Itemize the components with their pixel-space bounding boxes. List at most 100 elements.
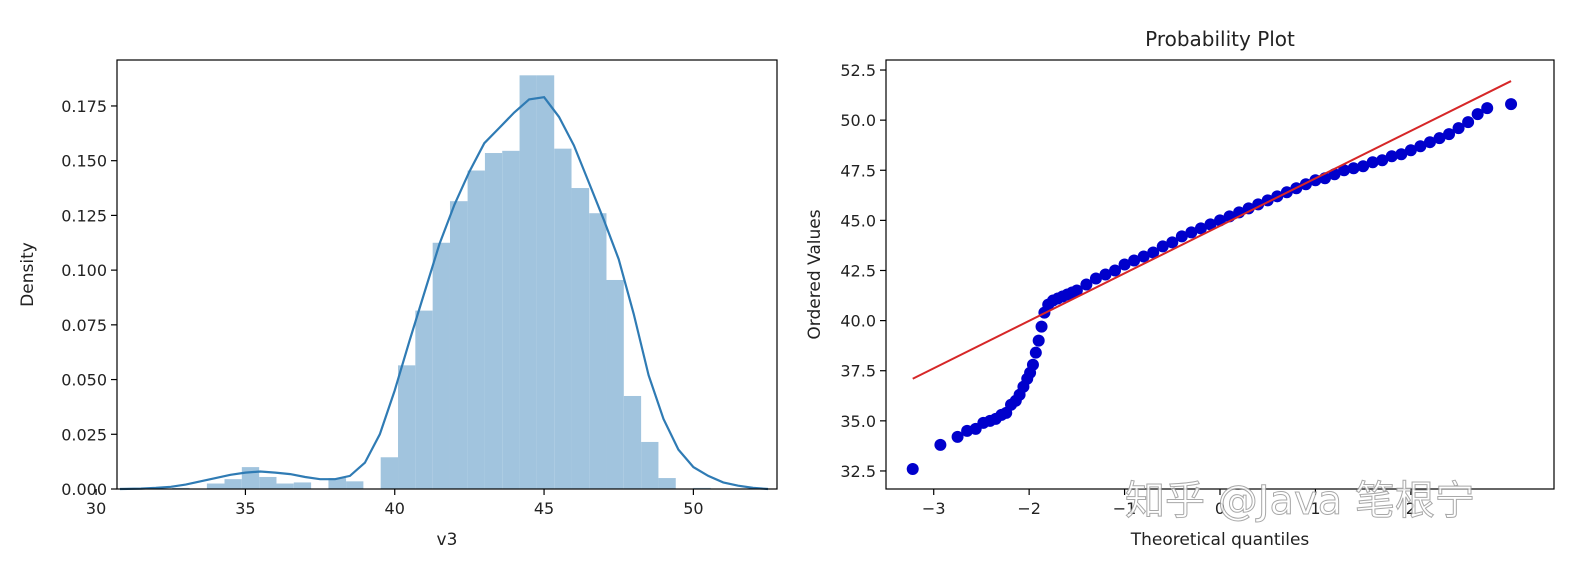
- quantile-point: [1147, 246, 1160, 259]
- y-tick-label: 42.5: [840, 261, 876, 280]
- y-tick-label: 0.025: [61, 425, 107, 444]
- histogram-bar: [484, 153, 503, 490]
- histogram-bar: [346, 481, 364, 489]
- quantile-point: [951, 430, 964, 443]
- y-tick-label: 0.125: [61, 206, 107, 225]
- fit-line: [912, 80, 1512, 380]
- histogram-bar: [293, 482, 312, 489]
- chart-title: Probability Plot: [1145, 27, 1295, 51]
- histogram-bar: [206, 483, 225, 489]
- histogram-bar: [554, 148, 572, 490]
- quantile-point: [1035, 320, 1048, 333]
- y-axis-ticks: 0.000 0.025 0.050 0.075 0.100 0.125 0.150 0.175: [61, 97, 117, 499]
- y-tick-label: 37.5: [840, 362, 876, 381]
- quantile-point: [1347, 162, 1360, 175]
- histogram-bar: [623, 395, 642, 489]
- x-tick-label: 35: [235, 499, 255, 518]
- histogram-bar: [467, 170, 485, 490]
- quantile-point: [1376, 154, 1389, 167]
- y-tick-label: 0.075: [61, 316, 107, 335]
- histogram-bar: [606, 279, 624, 489]
- y-axis-label: Ordered Values: [805, 209, 825, 339]
- histogram-bar: [224, 479, 242, 489]
- quantile-point: [1366, 156, 1379, 169]
- histogram-bar: [571, 188, 590, 489]
- quantile-point: [1029, 346, 1042, 359]
- quantile-point: [1385, 150, 1398, 163]
- y-tick-label: 50.0: [840, 111, 876, 130]
- y-axis-ticks: 32.5 35.0 37.5 40.0 42.5 45.0 47.5 50.0 52.5: [840, 61, 886, 481]
- quantile-point: [1175, 230, 1188, 243]
- histogram-bar: [380, 457, 399, 489]
- histogram-bar: [432, 242, 450, 489]
- quantile-point: [1395, 148, 1408, 161]
- histogram-bar: [259, 476, 277, 489]
- histogram-bar: [502, 150, 520, 490]
- quantile-point: [1338, 164, 1351, 177]
- y-tick-label: 0.175: [61, 97, 107, 116]
- quantile-point: [1357, 160, 1370, 173]
- histogram-bar: [328, 478, 347, 489]
- y-tick-label: 40.0: [840, 312, 876, 331]
- histogram-bar: [415, 310, 433, 489]
- quantile-point: [1414, 140, 1427, 153]
- quantile-point: [1481, 102, 1494, 115]
- quantile-point: [1032, 334, 1045, 347]
- quantile-point: [1505, 98, 1518, 111]
- quantile-point: [1404, 144, 1417, 157]
- x-tick-label: 50: [683, 499, 703, 518]
- histogram-bar: [398, 365, 416, 489]
- density-plot-frame: [116, 59, 778, 490]
- x-axis-label: v3: [437, 530, 458, 550]
- y-tick-label: 0.000: [61, 480, 107, 499]
- x-tick-label: 2: [1406, 499, 1416, 518]
- x-tick-label: 45: [534, 499, 554, 518]
- y-tick-label: 35.0: [840, 412, 876, 431]
- quantile-point: [1026, 358, 1039, 371]
- x-tick-label: 30: [86, 499, 106, 518]
- quantile-point: [906, 462, 919, 475]
- histogram-bar: [589, 213, 607, 489]
- x-tick-label: −2: [1017, 499, 1041, 518]
- x-axis-label: Theoretical quantiles: [1130, 530, 1310, 550]
- quantile-point: [1471, 108, 1484, 121]
- quantile-point: [1089, 272, 1102, 285]
- quantile-point: [934, 438, 947, 451]
- quantile-point: [1443, 128, 1456, 141]
- x-tick-label: 40: [385, 499, 405, 518]
- y-tick-label: 0.100: [61, 261, 107, 280]
- histogram-bar: [641, 441, 659, 489]
- x-tick-label: 0: [1215, 499, 1225, 518]
- quantile-point: [1423, 136, 1436, 149]
- quantile-point: [1433, 132, 1446, 145]
- y-tick-label: 0.150: [61, 152, 107, 171]
- quantile-point: [1166, 236, 1179, 249]
- y-axis-label: Density: [18, 242, 38, 307]
- quantile-point: [1194, 222, 1207, 235]
- kde-curve: [119, 96, 769, 491]
- histogram-bar: [449, 201, 468, 489]
- quantile-point: [1118, 258, 1131, 271]
- quantile-point: [1128, 254, 1141, 267]
- x-tick-label: −1: [1113, 499, 1137, 518]
- quantile-points: [906, 98, 1518, 475]
- quantile-point: [1452, 122, 1465, 135]
- histogram-bar: [536, 75, 555, 490]
- quantile-point: [1109, 264, 1122, 277]
- quantile-point: [1185, 226, 1198, 239]
- histogram-bar: [241, 467, 260, 489]
- y-tick-label: 52.5: [840, 61, 876, 80]
- quantile-point: [1099, 268, 1112, 281]
- y-tick-label: 45.0: [840, 211, 876, 230]
- quantile-point: [1070, 284, 1083, 297]
- histogram-bar: [519, 75, 537, 490]
- density-plot: 30 35 40 45 50 0.000 0.025 0.050 0.075 0.100 0.12…: [18, 59, 778, 550]
- x-axis-ticks: 30 35 40 45 50: [86, 489, 704, 518]
- histogram-bars: [172, 75, 711, 490]
- x-tick-label: 1: [1310, 499, 1320, 518]
- probability-plot: Probability Plot −3 −2 −1 0 1 2 32.5 35.0 37.5 4…: [805, 27, 1555, 550]
- y-tick-label: 32.5: [840, 462, 876, 481]
- watermark: 知乎 @Java 笔根宁: [1125, 478, 1475, 524]
- quantile-point: [1156, 240, 1169, 253]
